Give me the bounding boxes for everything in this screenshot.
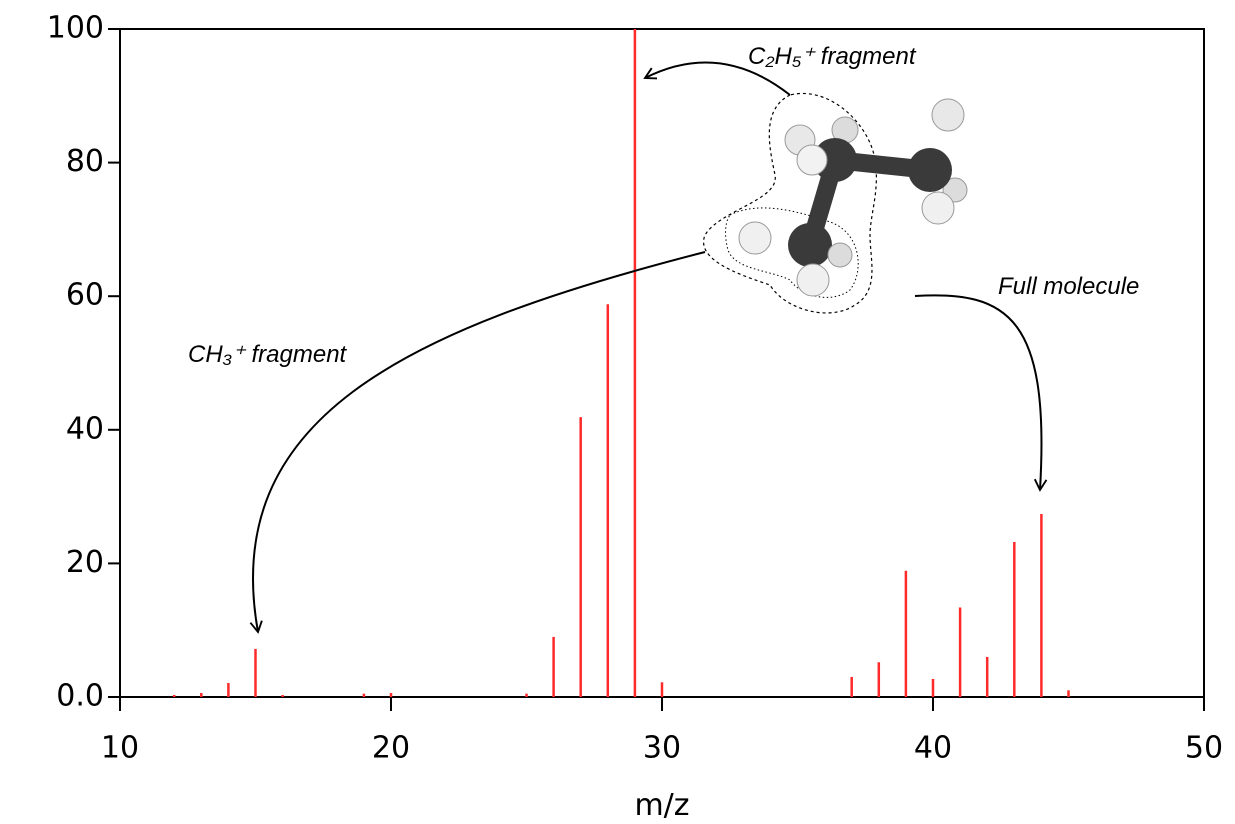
annotation: CH₃⁺ fragment bbox=[188, 341, 348, 368]
arrow bbox=[249, 251, 706, 634]
annotation: C₂H₅⁺ fragment bbox=[748, 43, 917, 70]
y-tick-label: 20 bbox=[66, 545, 104, 580]
y-tick-label: 100 bbox=[47, 11, 104, 46]
arrow bbox=[643, 61, 791, 96]
x-tick-label: 30 bbox=[643, 731, 681, 766]
y-tick-label: 80 bbox=[66, 144, 104, 179]
y-tick-label: 40 bbox=[66, 411, 104, 446]
propane-molecule bbox=[702, 92, 968, 314]
y-tick-label: 0.0 bbox=[56, 679, 104, 714]
annotation: Full molecule bbox=[998, 273, 1139, 300]
x-axis-title: m/z bbox=[634, 788, 689, 823]
marks bbox=[172, 29, 1070, 697]
x-tick-label: 50 bbox=[1185, 731, 1223, 766]
y-tick-label: 60 bbox=[66, 278, 104, 313]
arrow bbox=[914, 294, 1048, 492]
x-tick-label: 40 bbox=[914, 731, 952, 766]
x-tick-label: 10 bbox=[101, 731, 139, 766]
x-tick-label: 20 bbox=[372, 731, 410, 766]
